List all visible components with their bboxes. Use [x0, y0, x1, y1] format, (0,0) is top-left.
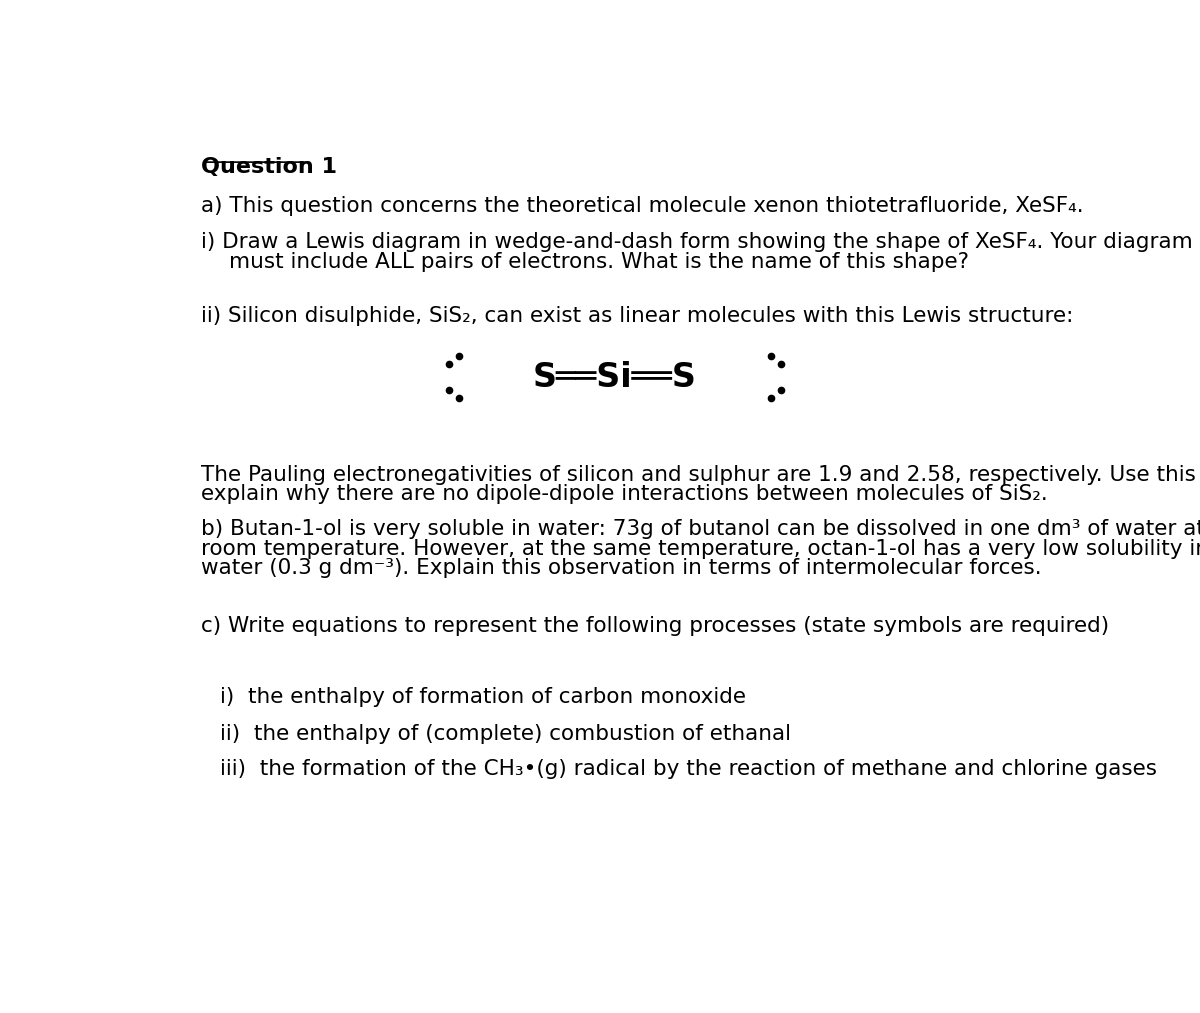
Text: iii)  the formation of the CH₃•(g) radical by the reaction of methane and chlori: iii) the formation of the CH₃•(g) radica…: [220, 759, 1157, 779]
Text: Question 1: Question 1: [202, 157, 337, 176]
Text: S══Si══S: S══Si══S: [533, 361, 697, 394]
Text: must include ALL pairs of electrons. What is the name of this shape?: must include ALL pairs of electrons. Wha…: [229, 252, 970, 271]
Text: ii)  the enthalpy of (complete) combustion of ethanal: ii) the enthalpy of (complete) combustio…: [220, 723, 791, 744]
Text: water (0.3 g dm⁻³). Explain this observation in terms of intermolecular forces.: water (0.3 g dm⁻³). Explain this observa…: [202, 558, 1042, 578]
Text: i)  the enthalpy of formation of carbon monoxide: i) the enthalpy of formation of carbon m…: [220, 687, 745, 707]
Text: ii) Silicon disulphide, SiS₂, can exist as linear molecules with this Lewis stru: ii) Silicon disulphide, SiS₂, can exist …: [202, 306, 1074, 326]
Text: b) Butan-1-ol is very soluble in water: 73g of butanol can be dissolved in one d: b) Butan-1-ol is very soluble in water: …: [202, 520, 1200, 539]
Text: explain why there are no dipole-dipole interactions between molecules of SiS₂.: explain why there are no dipole-dipole i…: [202, 484, 1048, 504]
Text: The Pauling electronegativities of silicon and sulphur are 1.9 and 2.58, respect: The Pauling electronegativities of silic…: [202, 465, 1200, 485]
Text: a) This question concerns the theoretical molecule xenon thiotetrafluoride, XeSF: a) This question concerns the theoretica…: [202, 196, 1084, 216]
Text: room temperature. However, at the same temperature, octan-1-ol has a very low so: room temperature. However, at the same t…: [202, 539, 1200, 559]
Text: i) Draw a Lewis diagram in wedge-and-dash form showing the shape of XeSF₄. Your : i) Draw a Lewis diagram in wedge-and-das…: [202, 232, 1193, 252]
Text: c) Write equations to represent the following processes (state symbols are requi: c) Write equations to represent the foll…: [202, 616, 1109, 636]
